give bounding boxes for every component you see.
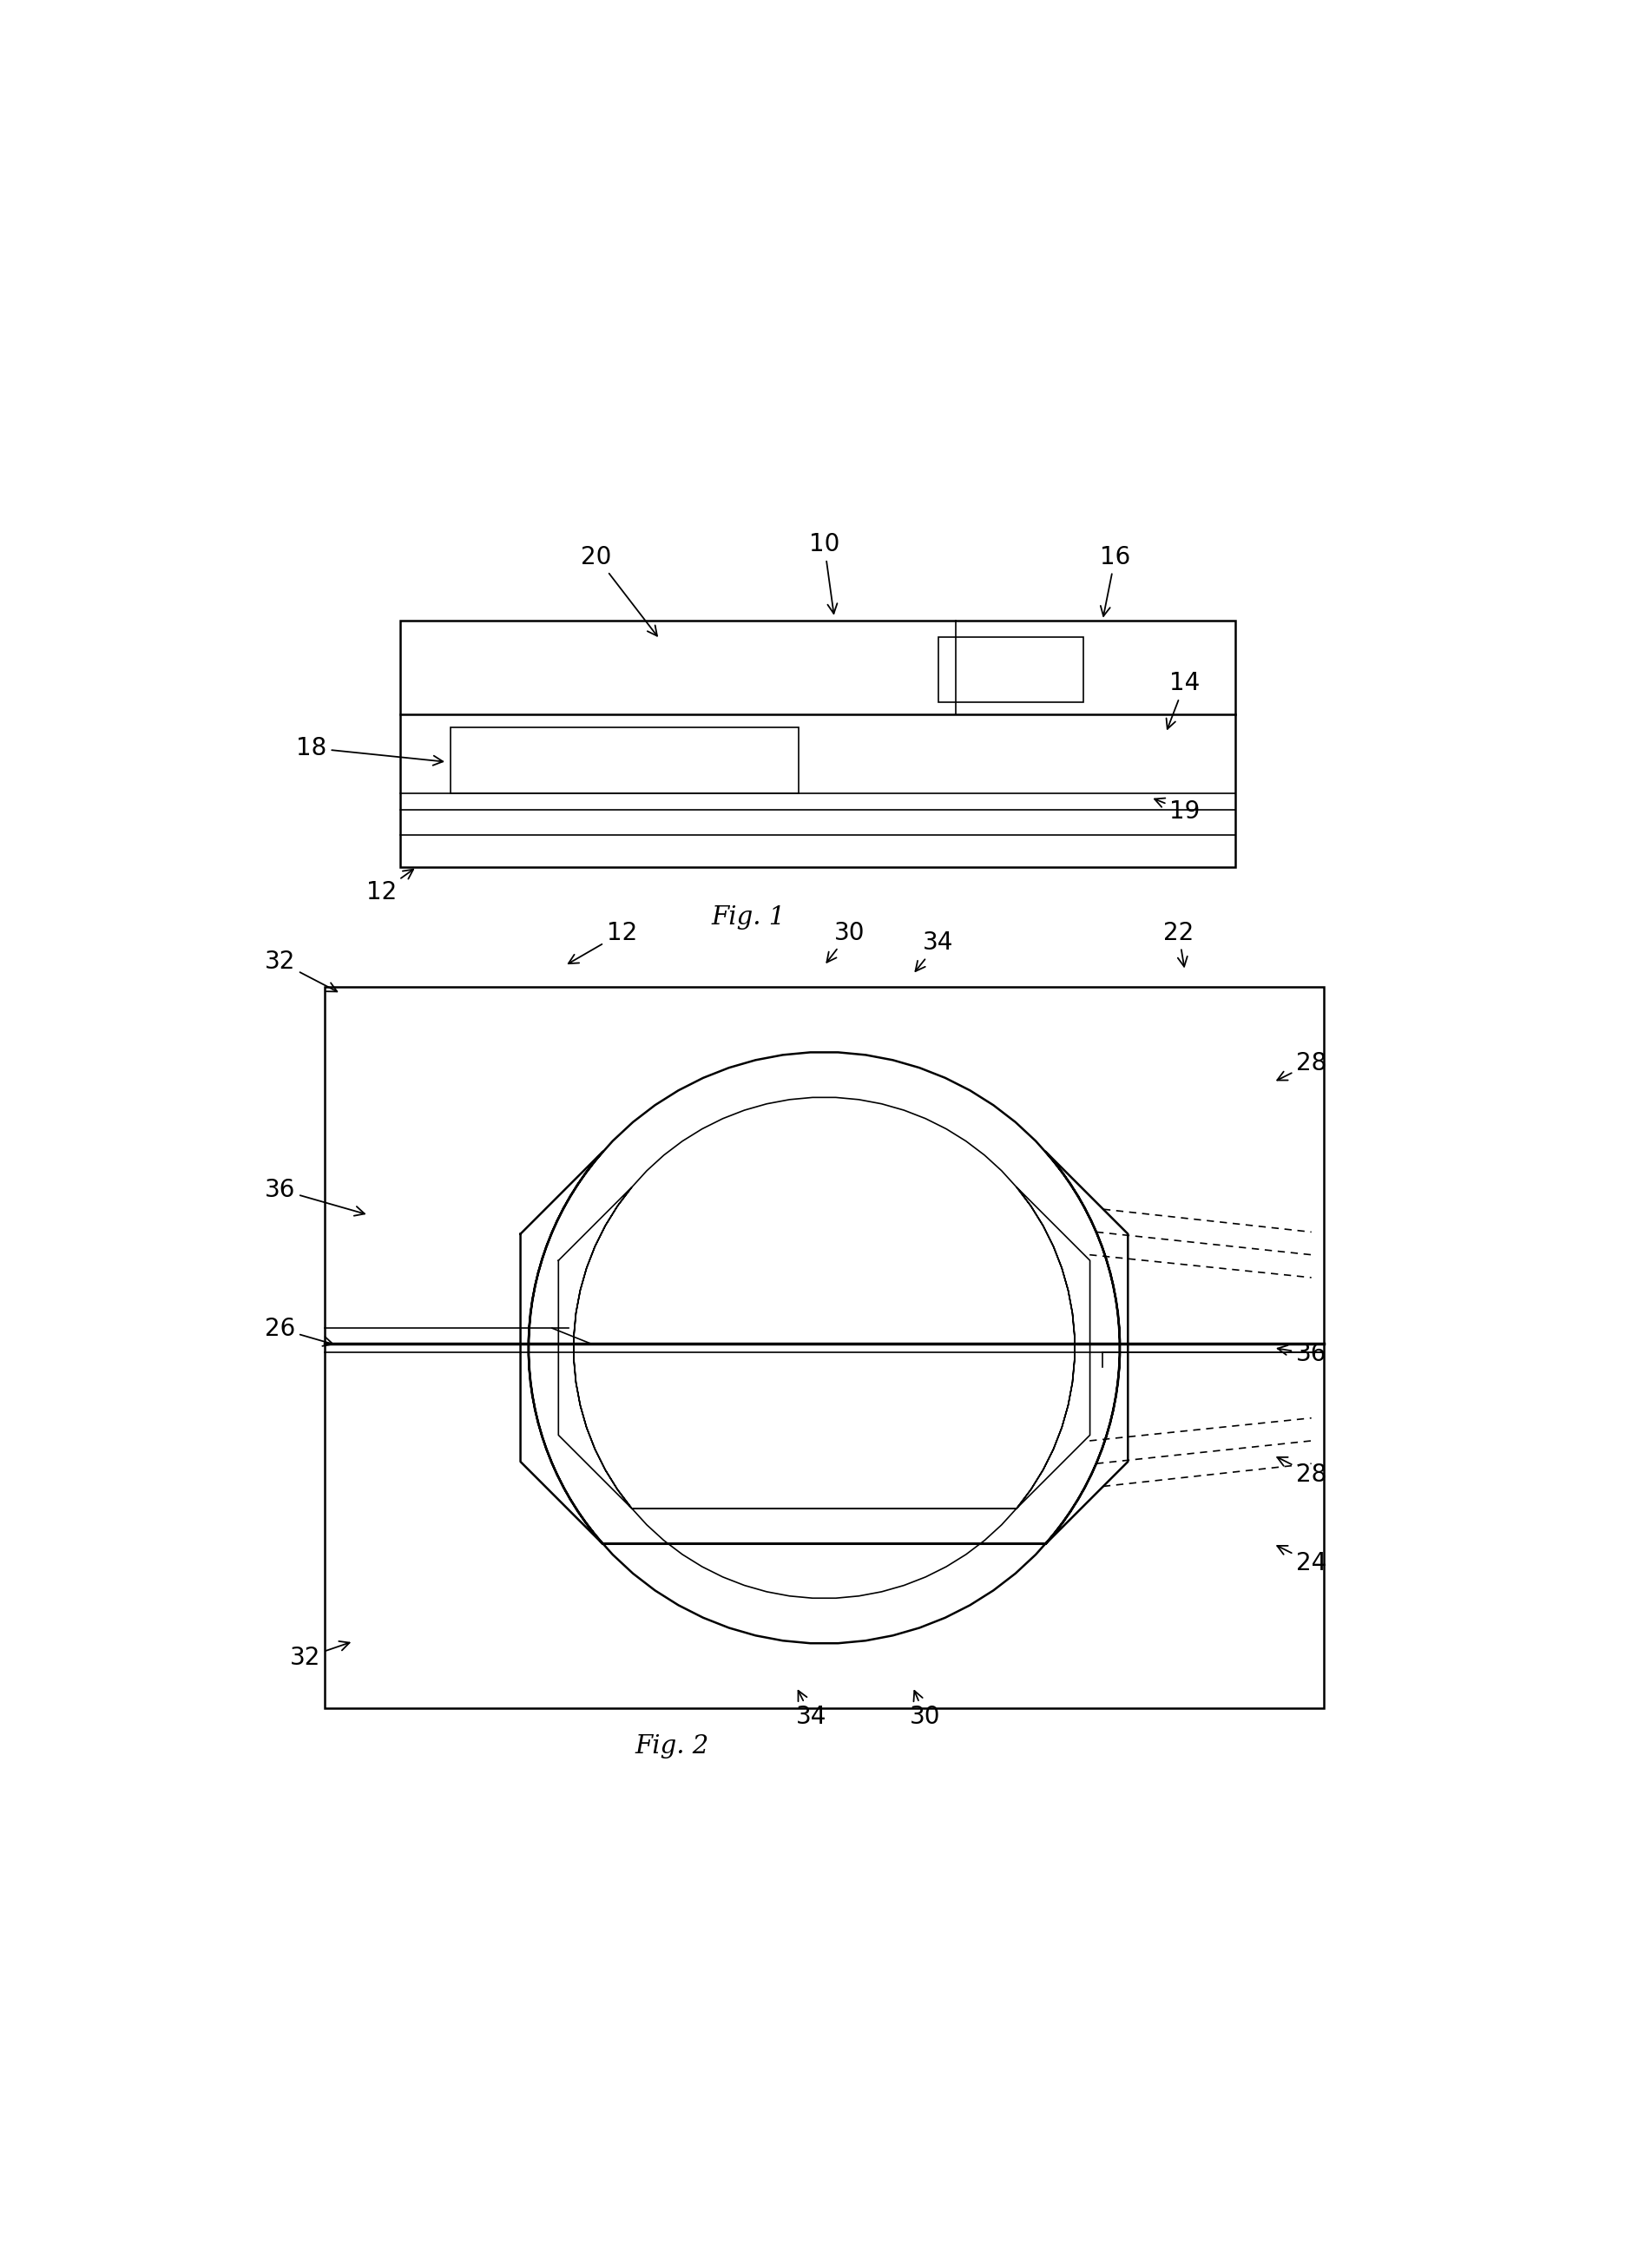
Bar [937, 637, 1084, 703]
Text: 24: 24 [1276, 1547, 1325, 1574]
Text: 26: 26 [264, 1318, 333, 1345]
Text: 36: 36 [1276, 1343, 1327, 1365]
Text: 28: 28 [1276, 1458, 1325, 1486]
Text: 19: 19 [1154, 798, 1200, 823]
Text: 34: 34 [916, 930, 953, 971]
Text: 30: 30 [909, 1690, 940, 1730]
Text: 34: 34 [796, 1690, 826, 1730]
Text: 12: 12 [568, 921, 636, 964]
Bar [450, 728, 798, 794]
Text: 22: 22 [1162, 921, 1193, 966]
Text: 28: 28 [1276, 1050, 1325, 1080]
Text: 30: 30 [826, 921, 865, 962]
Text: 10: 10 [808, 533, 839, 615]
Text: 16: 16 [1100, 544, 1129, 617]
Text: 14: 14 [1165, 671, 1200, 728]
Text: 32: 32 [290, 1642, 349, 1669]
Text: 32: 32 [264, 950, 336, 991]
Text: Fig. 1: Fig. 1 [712, 905, 785, 930]
Text: 12: 12 [366, 869, 413, 905]
Bar [400, 619, 1235, 866]
Text: 20: 20 [581, 544, 656, 635]
Text: 36: 36 [264, 1177, 364, 1216]
Bar [325, 987, 1324, 1708]
Text: Fig. 2: Fig. 2 [635, 1735, 708, 1758]
Text: 18: 18 [297, 735, 442, 764]
